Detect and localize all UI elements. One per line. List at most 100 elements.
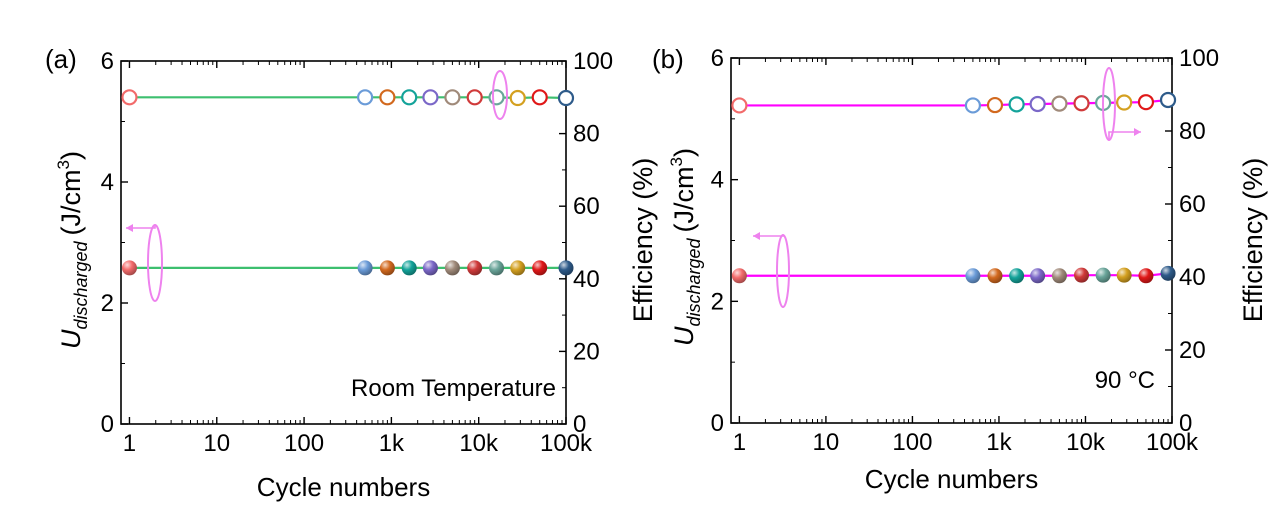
- x-tick-label: 10: [203, 430, 230, 457]
- data-point-efficiency: [986, 96, 1004, 114]
- data-point-energy: [489, 260, 505, 276]
- left-axis-arrow: [126, 225, 156, 229]
- data-point-energy: [357, 260, 373, 276]
- left-axis-arrow: [753, 235, 784, 237]
- y-left-label-main: U: [669, 326, 699, 346]
- x-tick-label: 100: [892, 429, 932, 456]
- right-axis-arrow: [1108, 131, 1141, 140]
- data-point-energy: [422, 260, 438, 276]
- data-point-energy: [965, 268, 981, 284]
- y-left-label-superscript: 3: [54, 160, 73, 169]
- data-point-efficiency: [1008, 96, 1025, 113]
- data-point-efficiency: [401, 89, 418, 106]
- data-point-efficiency: [488, 89, 505, 106]
- y-right-tick-label: 60: [573, 193, 600, 220]
- data-point-efficiency: [1073, 95, 1090, 112]
- y-left-tick-label: 0: [711, 410, 724, 437]
- data-point-energy: [1160, 265, 1176, 281]
- data-point-efficiency: [444, 89, 461, 106]
- y-right-tick-label: 20: [573, 338, 600, 365]
- data-point-energy: [987, 268, 1003, 284]
- data-point-efficiency: [1116, 94, 1133, 111]
- y-right-tick-label: 60: [1179, 191, 1206, 218]
- data-point-efficiency: [357, 89, 374, 106]
- data-point-efficiency: [557, 89, 575, 107]
- y-left-label-unit: (J/cm: [56, 169, 86, 235]
- left-axis-ellipse: [147, 224, 163, 302]
- data-point-energy: [1009, 268, 1025, 284]
- y-right-axis-label: Efficiency (%): [1238, 158, 1268, 323]
- left-axis-arrowhead: [126, 224, 133, 232]
- data-point-efficiency: [1051, 95, 1068, 112]
- y-left-axis-label: Udischarged (J/cm3): [54, 151, 91, 349]
- data-point-energy: [379, 260, 395, 276]
- data-point-energy: [467, 260, 483, 276]
- y-left-label-subscript: discharged: [71, 240, 91, 329]
- data-point-efficiency: [1137, 94, 1155, 111]
- y-left-label-subscript: discharged: [684, 237, 704, 326]
- y-right-tick-label: 0: [1179, 410, 1192, 437]
- data-point-efficiency: [731, 97, 748, 114]
- y-left-tick-label: 0: [101, 411, 114, 438]
- left-axis-ellipse: [776, 234, 790, 308]
- y-right-axis-label: Efficiency (%): [628, 158, 658, 323]
- data-point-efficiency: [964, 97, 982, 114]
- data-point-energy: [401, 260, 417, 276]
- right-axis-ellipse: [492, 70, 508, 120]
- x-axis-label: Cycle numbers: [865, 464, 1038, 494]
- panel-annotation: Room Temperature: [351, 375, 556, 402]
- data-point-energy: [444, 260, 460, 276]
- x-tick-label: 100k: [1146, 429, 1199, 456]
- data-point-efficiency: [1159, 91, 1177, 109]
- data-point-efficiency: [121, 89, 138, 106]
- y-left-tick-label: 6: [101, 48, 114, 75]
- data-point-efficiency: [531, 89, 548, 106]
- data-point-energy: [1116, 267, 1132, 283]
- x-axis-label: Cycle numbers: [257, 472, 430, 502]
- y-left-label-unit: (J/cm: [669, 166, 699, 232]
- y-right-tick-label: 20: [1179, 337, 1206, 364]
- y-right-tick-label: 40: [1179, 264, 1206, 291]
- data-point-efficiency: [466, 89, 483, 106]
- y-right-tick-label: 100: [1179, 45, 1219, 72]
- data-point-energy: [558, 260, 574, 276]
- y-left-tick-label: 6: [711, 45, 724, 72]
- y-left-label-main: U: [56, 329, 86, 349]
- data-point-energy: [1074, 267, 1090, 283]
- y-left-tick-label: 2: [711, 288, 724, 315]
- y-left-label-superscript: 3: [667, 157, 686, 166]
- y-left-tick-label: 4: [711, 167, 724, 194]
- x-tick-label: 10k: [459, 430, 499, 457]
- x-tick-label: 100k: [540, 430, 593, 457]
- y-right-tick-label: 0: [573, 411, 586, 438]
- y-left-axis-label: Udischarged (J/cm3): [667, 148, 704, 346]
- y-right-tick-label: 80: [573, 121, 600, 148]
- y-left-tick-label: 2: [101, 290, 114, 317]
- data-point-efficiency: [379, 89, 396, 106]
- data-point-energy: [1051, 268, 1067, 284]
- left-axis-arrowhead: [753, 232, 760, 240]
- panel-annotation: 90 °C: [1095, 367, 1155, 394]
- y-right-tick-label: 80: [1179, 118, 1206, 145]
- data-point-efficiency: [422, 89, 439, 106]
- data-point-energy: [510, 260, 526, 276]
- panel-label: (a): [45, 44, 77, 74]
- data-point-energy: [1138, 268, 1154, 284]
- y-right-tick-label: 40: [573, 266, 600, 293]
- x-tick-label: 1: [733, 429, 746, 456]
- x-tick-label: 1k: [986, 429, 1012, 456]
- right-axis-arrowhead: [1134, 128, 1141, 136]
- y-left-label-close: ): [669, 148, 699, 157]
- data-point-efficiency: [1029, 95, 1046, 113]
- data-point-energy: [1095, 267, 1111, 283]
- plot-frame: [120, 60, 567, 425]
- data-point-energy: [121, 260, 137, 276]
- x-tick-label: 10k: [1066, 429, 1106, 456]
- y-left-tick-label: 4: [101, 169, 114, 196]
- y-right-tick-label: 100: [573, 48, 613, 75]
- x-tick-label: 100: [284, 430, 324, 457]
- data-point-energy: [1030, 268, 1046, 284]
